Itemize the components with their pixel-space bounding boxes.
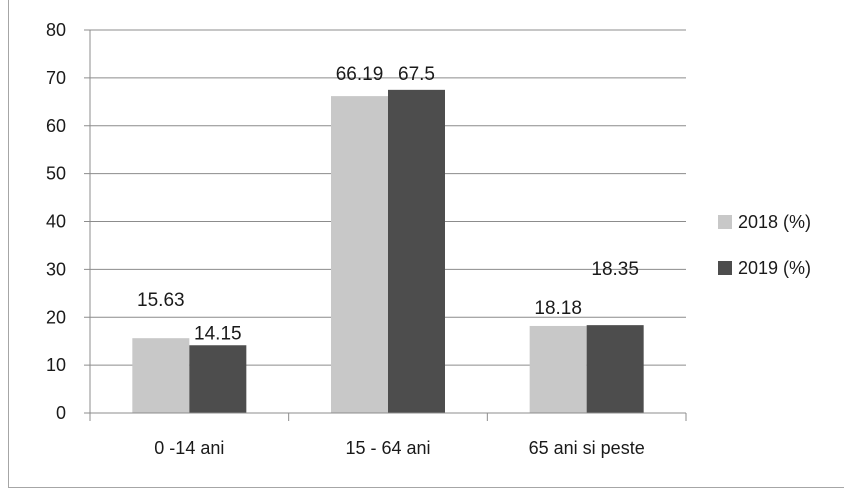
- x-axis-tick-labels: 0 -14 ani 15 - 64 ani 65 ani si peste: [154, 438, 644, 458]
- y-tick-label: 60: [46, 116, 66, 136]
- bar-2019: [189, 345, 247, 413]
- y-tick-label: 0: [56, 403, 66, 423]
- bar-2018: [132, 338, 190, 413]
- bars: [132, 89, 644, 414]
- bar-2018: [331, 96, 388, 414]
- data-label: 18.35: [591, 259, 639, 280]
- y-tick-label: 20: [46, 307, 66, 327]
- data-label: 66.19: [336, 64, 384, 85]
- bar-2019: [388, 89, 445, 413]
- x-tick-label: 15 - 64 ani: [345, 438, 430, 458]
- y-tick-label: 70: [46, 68, 66, 88]
- axes: [89, 30, 687, 421]
- y-tick-label: 40: [46, 212, 66, 232]
- y-tick-label: 50: [46, 164, 66, 184]
- x-tick-label: 65 ani si peste: [529, 438, 645, 458]
- data-labels: 15.63 14.15 66.19 67.5 18.18 18.35: [137, 64, 639, 344]
- data-label: 67.5: [398, 64, 435, 85]
- x-tick-label: 0 -14 ani: [154, 438, 224, 458]
- chart-frame: [8, 0, 844, 488]
- y-tick-label: 10: [46, 355, 66, 375]
- legend-swatch: [718, 215, 732, 229]
- legend-swatch: [718, 261, 732, 275]
- data-label: 15.63: [137, 290, 185, 311]
- bar-2018: [529, 325, 587, 413]
- data-label: 18.18: [534, 298, 582, 319]
- legend-label: 2018 (%): [738, 212, 811, 232]
- y-tick-label: 80: [46, 20, 66, 40]
- y-axis-tick-labels: 0 10 20 30 40 50 60 70 80: [46, 20, 66, 423]
- legend-label: 2019 (%): [738, 258, 811, 278]
- y-tick-label: 30: [46, 259, 66, 279]
- bar-2019: [586, 325, 644, 413]
- legend: 2018 (%) 2019 (%): [718, 212, 811, 278]
- data-label: 14.15: [194, 323, 242, 344]
